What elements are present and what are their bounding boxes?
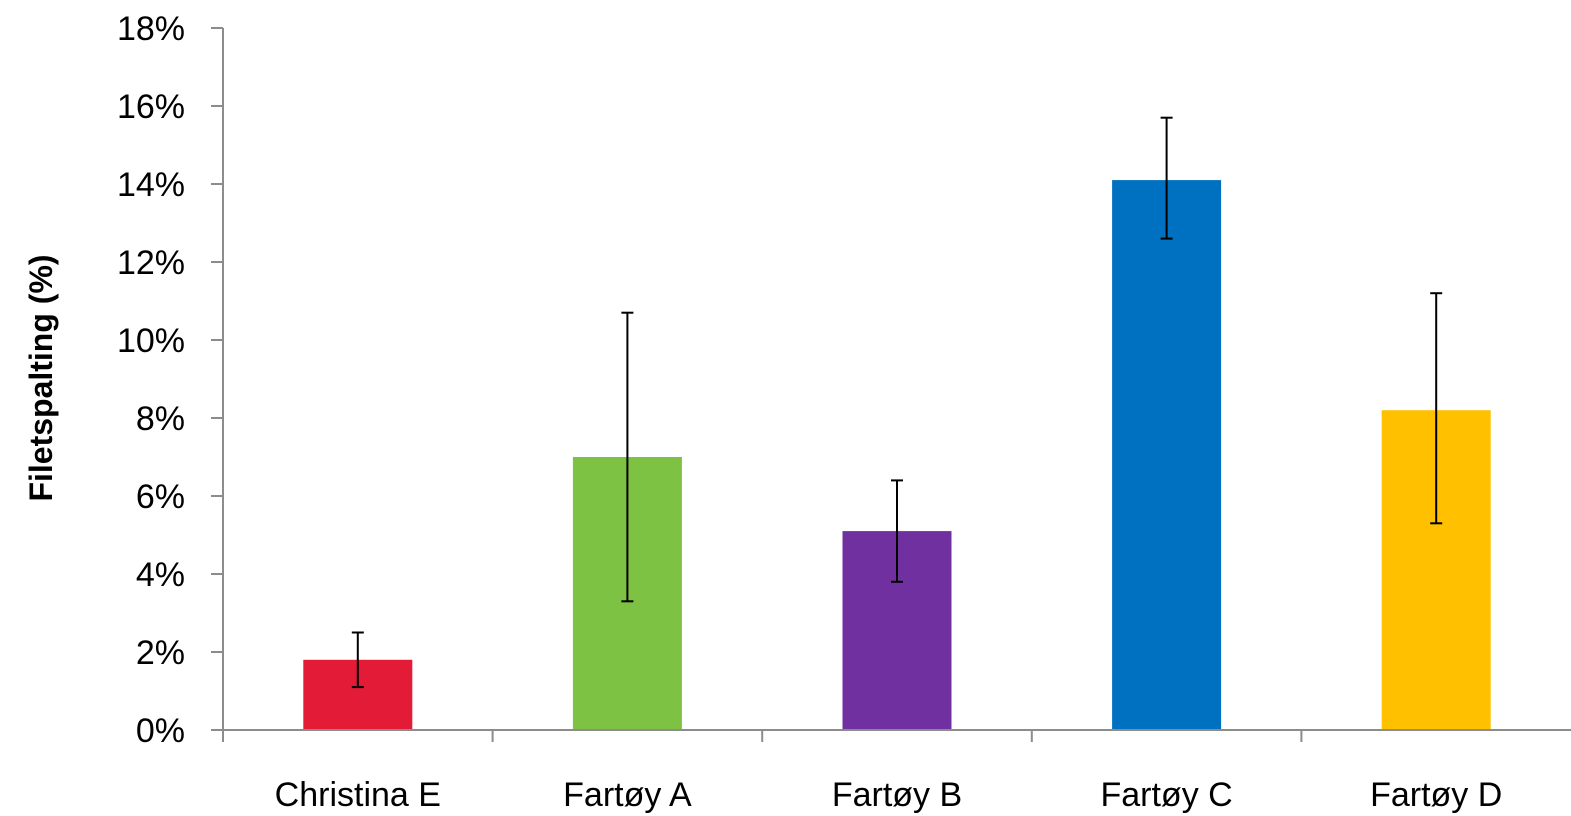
error-bar-4 (1160, 116, 1173, 240)
x-tick-label: Fartøy B (832, 776, 962, 814)
y-tick-label: 10% (117, 322, 185, 360)
x-tick-label: Fartøy A (563, 776, 692, 814)
y-tick-label: 8% (136, 400, 185, 438)
y-tick-label: 12% (117, 244, 185, 282)
x-tick-label: Fartøy C (1100, 776, 1232, 814)
y-tick-label: 4% (136, 556, 185, 594)
error-bar-5 (1430, 292, 1443, 525)
y-axis-ticks: 0% 2% 4% 6% 8% 10% 12% 14% 16% 18% (117, 10, 223, 750)
x-tick-label: Christina E (275, 776, 441, 814)
error-bar-3 (891, 479, 903, 583)
bar-4 (1112, 180, 1222, 731)
error-bars (351, 116, 1443, 689)
bars (303, 180, 1491, 731)
y-tick-label: 2% (136, 634, 185, 672)
y-tick-label: 6% (136, 478, 185, 516)
y-axis-title: Filetspalting (%) (23, 254, 59, 501)
y-tick-label: 16% (117, 88, 185, 126)
y-tick-label: 0% (136, 712, 185, 750)
error-bar-1 (351, 631, 364, 689)
error-bar-2 (621, 311, 634, 603)
x-axis-labels: Christina E Fartøy A Fartøy B Fartøy C Fartø… (275, 776, 1503, 814)
x-axis-ticks (222, 730, 1303, 742)
y-tick-label: 14% (117, 166, 185, 204)
x-tick-label: Fartøy D (1370, 776, 1502, 814)
y-tick-label: 18% (117, 10, 185, 48)
